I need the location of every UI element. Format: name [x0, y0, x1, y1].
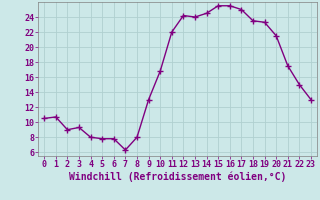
X-axis label: Windchill (Refroidissement éolien,°C): Windchill (Refroidissement éolien,°C)	[69, 172, 286, 182]
